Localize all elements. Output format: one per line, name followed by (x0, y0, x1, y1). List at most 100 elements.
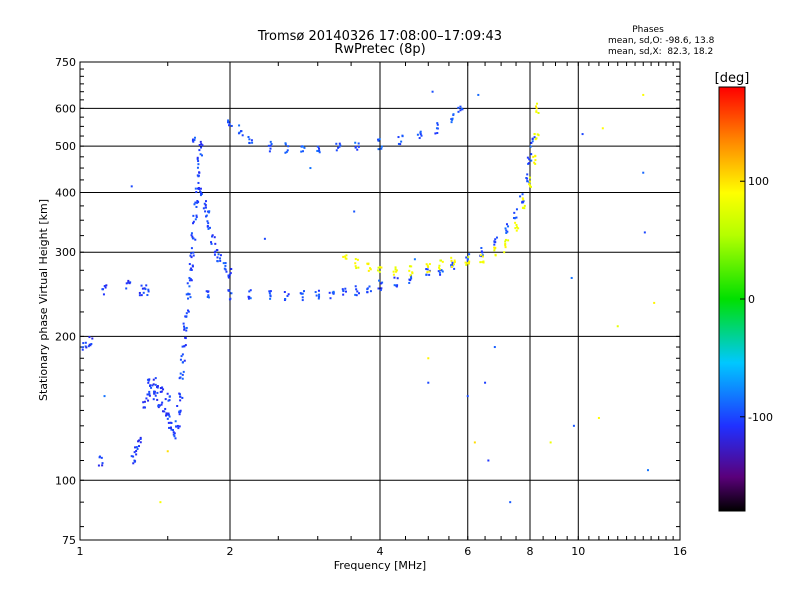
data-point (179, 358, 182, 361)
data-point (318, 147, 321, 150)
data-point (522, 206, 525, 209)
data-point (503, 251, 506, 254)
data-point (533, 133, 536, 136)
data-point (178, 425, 181, 428)
data-point (141, 287, 144, 290)
data-point (549, 441, 552, 444)
data-point (138, 439, 141, 442)
data-point (142, 406, 145, 409)
data-point (213, 253, 216, 256)
data-point (450, 121, 453, 124)
data-point (240, 130, 243, 133)
data-point (438, 266, 441, 269)
data-point (380, 145, 383, 148)
data-point (238, 124, 241, 127)
data-point (248, 138, 251, 141)
data-point (339, 144, 342, 147)
data-point (392, 270, 395, 273)
data-point (193, 138, 196, 141)
data-point (132, 462, 135, 465)
data-point (270, 143, 273, 146)
data-point (394, 268, 397, 271)
data-point (318, 151, 321, 154)
data-point (515, 223, 518, 226)
data-point (397, 142, 400, 145)
data-point (408, 269, 411, 272)
data-point (181, 373, 184, 376)
data-point (168, 426, 171, 429)
data-point (436, 131, 439, 134)
data-point (188, 279, 191, 282)
data-point (193, 136, 196, 139)
data-point (207, 211, 210, 214)
data-point (169, 426, 172, 429)
data-point (487, 459, 490, 462)
data-point (210, 241, 213, 244)
data-point (393, 276, 396, 279)
data-point (344, 287, 347, 290)
data-point (127, 279, 130, 282)
data-point (332, 292, 335, 295)
data-point (269, 144, 272, 147)
data-point (616, 325, 619, 328)
data-point (152, 398, 155, 401)
data-point (436, 123, 439, 126)
data-point (161, 410, 164, 413)
data-point (285, 150, 288, 153)
data-point (420, 134, 423, 137)
data-point (148, 378, 151, 381)
data-point (145, 284, 148, 287)
data-point (466, 259, 469, 262)
data-point (190, 252, 193, 255)
data-point (224, 262, 227, 265)
data-point (410, 265, 413, 268)
data-point (147, 399, 150, 402)
data-point (185, 293, 188, 296)
data-point (408, 265, 411, 268)
data-point (190, 234, 193, 237)
data-point (437, 270, 440, 273)
colorbar-tick-label: 0 (748, 293, 755, 306)
data-point (263, 237, 266, 240)
data-point (142, 291, 145, 294)
data-point (153, 391, 156, 394)
data-point (523, 207, 526, 210)
data-point (357, 142, 360, 145)
data-point (180, 355, 183, 358)
data-point (494, 254, 497, 257)
data-point (133, 460, 136, 463)
data-point (380, 287, 383, 290)
data-point (537, 111, 540, 114)
data-point (183, 359, 186, 362)
data-point (158, 404, 161, 407)
data-point (176, 405, 179, 408)
data-point (207, 222, 210, 225)
data-point (229, 297, 232, 300)
data-point (426, 268, 429, 271)
data-point (148, 394, 151, 397)
data-point (504, 244, 507, 247)
data-point (98, 456, 101, 459)
data-point (181, 353, 184, 356)
data-point (199, 187, 202, 190)
data-point (204, 210, 207, 213)
data-point (377, 287, 380, 290)
data-point (335, 142, 338, 145)
data-point (450, 264, 453, 267)
y-tick-label: 300 (55, 246, 76, 259)
data-point (194, 218, 197, 221)
data-point (125, 287, 128, 290)
data-point (451, 261, 454, 264)
data-point (189, 296, 192, 299)
data-point (181, 396, 184, 399)
data-point (189, 277, 192, 280)
data-point (357, 266, 360, 269)
data-point (219, 257, 222, 260)
data-point (534, 159, 537, 162)
data-point (193, 203, 196, 206)
data-point (160, 403, 163, 406)
data-point (185, 329, 188, 332)
data-point (354, 285, 357, 288)
data-point (146, 393, 149, 396)
data-point (201, 144, 204, 147)
